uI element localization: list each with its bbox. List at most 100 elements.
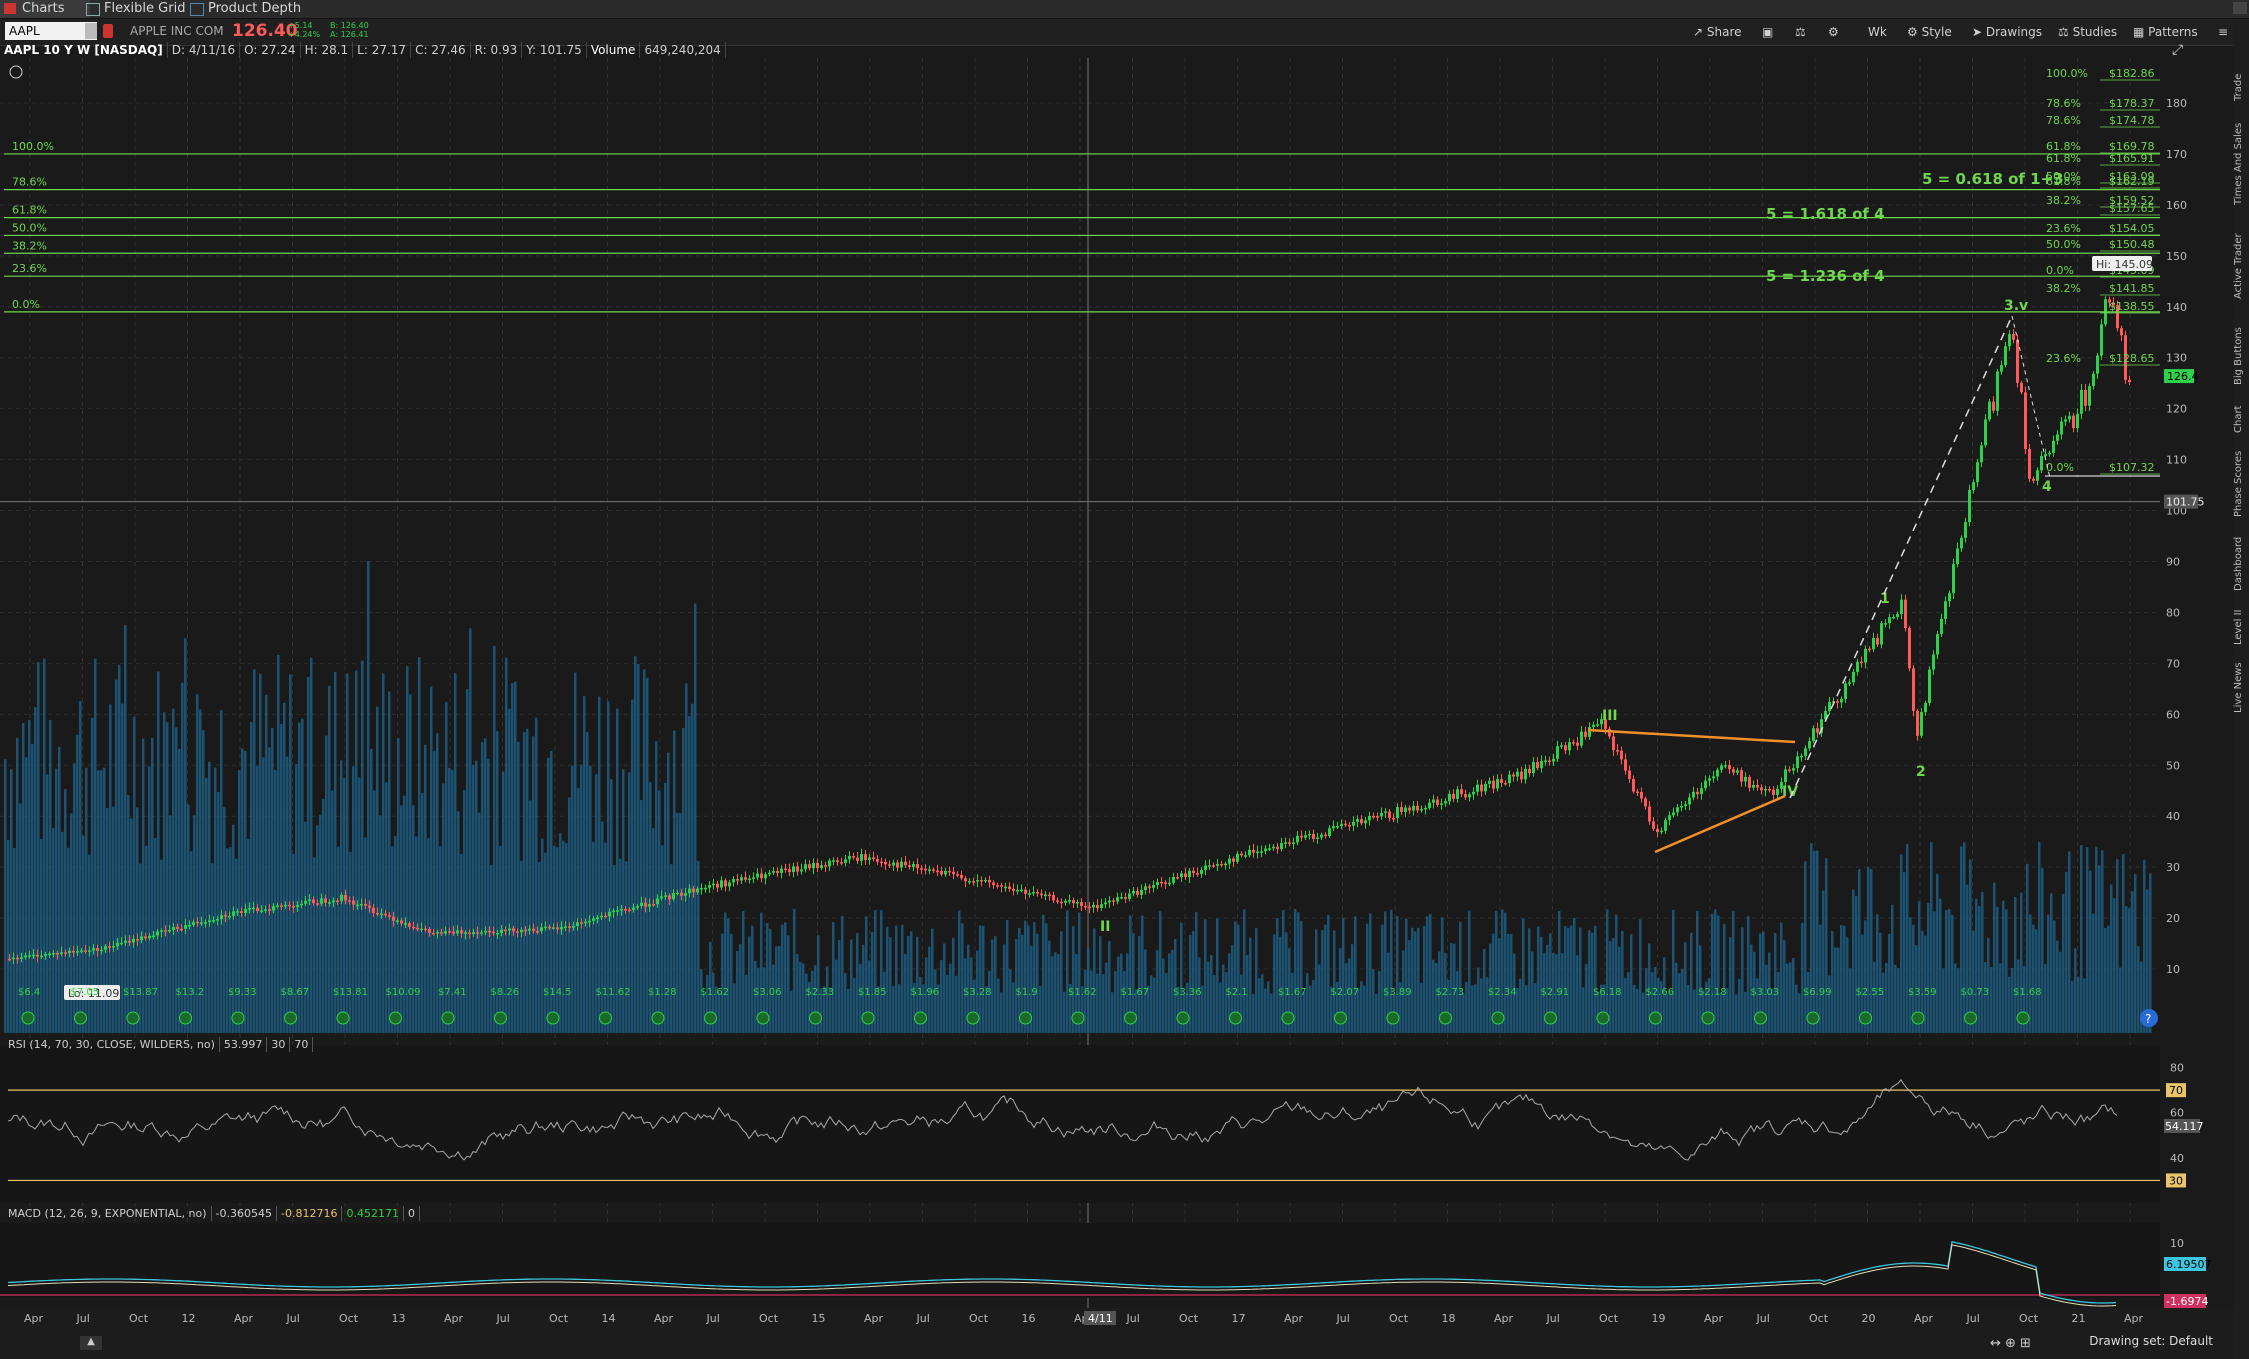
candle-body <box>1808 741 1811 749</box>
share-button[interactable]: ↗ Share <box>1693 25 1742 39</box>
sidebar-tab-phase-scores[interactable]: Phase Scores <box>2233 450 2244 517</box>
symbol-input[interactable]: AAPL <box>5 22 97 40</box>
candle-body <box>1856 661 1859 672</box>
volume-bar <box>1420 982 1423 1033</box>
volume-bar <box>1984 962 1987 1033</box>
style-button[interactable]: ⚙ Style <box>1907 25 1952 39</box>
volume-bar <box>367 561 370 1033</box>
aggregation-button[interactable]: Wk <box>1868 25 1887 39</box>
tab-charts[interactable]: Charts <box>0 0 90 18</box>
volume-bar <box>1216 918 1219 1033</box>
projection-line <box>1789 315 2013 799</box>
volume-bar <box>544 852 547 1033</box>
sidebar-tab-times-and-sales[interactable]: Times And Sales <box>2233 122 2244 205</box>
volume-bar <box>1930 842 1933 1033</box>
candle-body <box>1904 599 1907 629</box>
expand-up-icon[interactable]: ▲ <box>80 1336 102 1350</box>
drawings-button[interactable]: ➤ Drawings <box>1972 25 2043 39</box>
x-axis-label: 21 <box>2072 1312 2086 1325</box>
x-cursor-label: 4/11 <box>1088 1312 1113 1325</box>
candle-body <box>2112 302 2115 306</box>
volume-bar <box>1894 964 1897 1033</box>
menu-icon[interactable]: ≡ <box>2218 25 2229 39</box>
volume-bar <box>997 978 1000 1033</box>
info-close: C: 27.46 <box>411 42 471 58</box>
candle-body <box>1668 815 1671 821</box>
earnings-icon <box>2016 1011 2030 1025</box>
volume-bar <box>586 732 589 1033</box>
gear-icon[interactable]: ⚙ <box>1828 25 1839 39</box>
candle-body <box>136 938 139 941</box>
volume-bar <box>259 673 262 1033</box>
volume-bar <box>196 694 199 1033</box>
volume-bar <box>1123 970 1126 1033</box>
candle-body <box>708 885 711 888</box>
price-axis-bg <box>2160 58 2233 1330</box>
tab-product-depth[interactable]: Product Depth <box>186 0 318 18</box>
volume-bar <box>2137 946 2140 1033</box>
volume-bar <box>580 764 583 1033</box>
volume-bar <box>349 851 352 1033</box>
volume-bar <box>1966 884 1969 1033</box>
volume-bar <box>1630 934 1633 1033</box>
volume-bar <box>517 741 520 1033</box>
volume-bar <box>898 984 901 1033</box>
volume-bar <box>820 988 823 1033</box>
volume-bar <box>1009 969 1012 1033</box>
sidebar-tab-trade[interactable]: Trade <box>2233 73 2244 101</box>
candle-body <box>1188 870 1191 878</box>
collapse-arrow-icon[interactable]: ⤢ <box>2172 42 2184 58</box>
candle-body <box>8 958 11 961</box>
volume-bar <box>1810 843 1813 1033</box>
candle-body <box>396 920 399 922</box>
earnings-icon <box>1806 1011 1820 1025</box>
volume-bar <box>730 933 733 1033</box>
volume-bar <box>1345 963 1348 1033</box>
volume-bar <box>2068 851 2071 1033</box>
symbol-dropdown-icon[interactable] <box>85 23 97 39</box>
info-volume-label: Volume <box>587 42 641 58</box>
fib-label-pct: 0.0% <box>2046 461 2074 474</box>
volume-bar <box>901 924 904 1033</box>
sidebar-tab-chart[interactable]: Chart <box>2233 405 2244 433</box>
volume-bar <box>1444 952 1447 1033</box>
sidebar-tab-live-news[interactable]: Live News <box>2233 662 2244 713</box>
sidebar-tab-dashboard[interactable]: Dashboard <box>2233 536 2244 591</box>
volume-bar <box>1474 984 1477 1033</box>
fib-label-price: $138.55 <box>2109 300 2155 313</box>
x-axis-label: Jul <box>496 1312 510 1325</box>
volume-bar <box>142 738 145 1033</box>
tab-flexible-grid[interactable]: Flexible Grid <box>82 0 204 18</box>
candle-body <box>1640 791 1643 799</box>
candle-body <box>120 942 123 945</box>
price-axis-label: 110 <box>2166 454 2187 467</box>
volume-bar <box>991 939 994 1033</box>
volume-bar <box>361 660 364 1033</box>
volume-bar <box>535 717 538 1033</box>
volume-bar <box>1609 941 1612 1033</box>
sidebar-tab-level-ii[interactable]: Level II <box>2233 609 2244 645</box>
link-color-icon[interactable] <box>103 24 113 38</box>
candle-body <box>192 921 195 925</box>
zoom-controls[interactable]: ↔ ⊕ ⊞ <box>1990 1336 2031 1351</box>
low-marker-label: Lo: 11.09 <box>68 987 119 1000</box>
fib-label-price: $165.91 <box>2109 152 2155 165</box>
sidebar-tab-active-trader[interactable]: Active Trader <box>2233 233 2244 299</box>
candle-body <box>168 929 171 932</box>
volume-bar <box>1306 973 1309 1033</box>
volume-bar <box>190 851 193 1033</box>
candle-body <box>212 920 215 922</box>
price-chart[interactable]: 100.0%78.6%61.8%50.0%38.2%23.6%0.0%100.0… <box>0 58 2233 1330</box>
volume-bar <box>1333 930 1336 1033</box>
sidebar-tab-big-buttons[interactable]: Big Buttons <box>2233 327 2244 385</box>
volume-bar <box>568 797 571 1033</box>
patterns-button[interactable]: ▦ Patterns <box>2133 25 2198 39</box>
volume-bar <box>1807 972 1810 1033</box>
flask-icon[interactable]: ⚖ <box>1795 25 1806 39</box>
fib-label-pct: 61.8% <box>2046 140 2081 153</box>
window-menu-icon[interactable] <box>2233 2 2247 14</box>
volume-bar <box>979 925 982 1033</box>
studies-button[interactable]: ⚖ Studies <box>2058 25 2118 39</box>
snapshot-icon[interactable]: ▣ <box>1762 25 1774 39</box>
volume-bar <box>1627 972 1630 1033</box>
